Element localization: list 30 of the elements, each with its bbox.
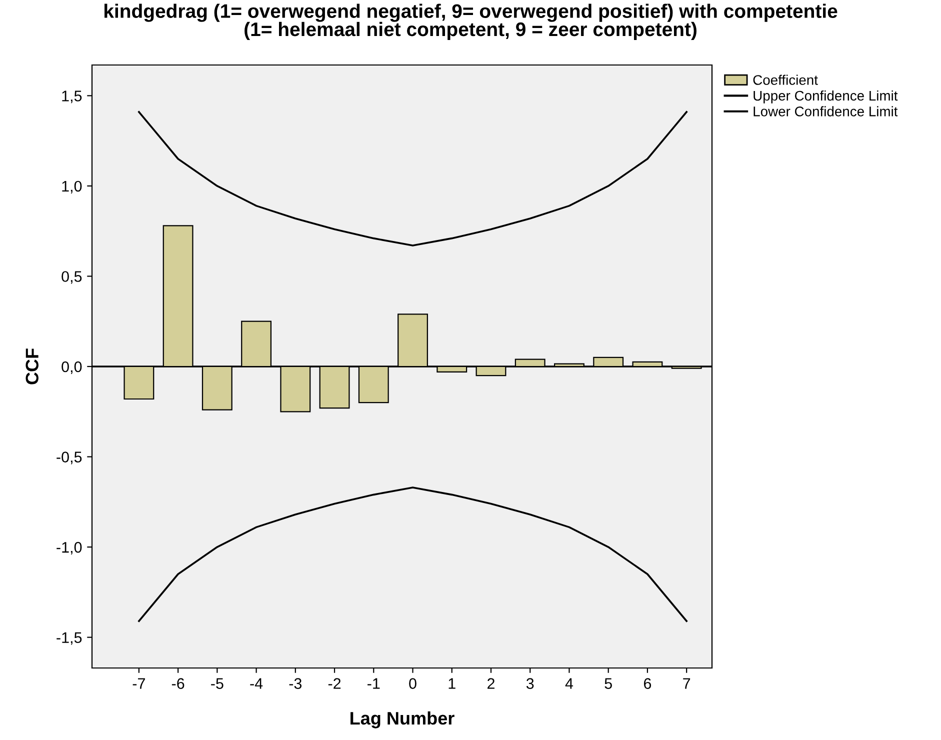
x-tick-label: -3 <box>289 678 302 689</box>
x-tick-label: 2 <box>488 678 494 689</box>
y-tick-label: 0,5 <box>62 271 82 284</box>
line-series <box>138 486 688 622</box>
x-tick-label: 4 <box>565 678 574 689</box>
legend-label: Upper Confidence Limit <box>754 90 898 104</box>
y-tick-label: 1,0 <box>62 180 82 194</box>
x-tick-label: 5 <box>604 678 612 689</box>
x-tick-label: 1 <box>448 678 456 689</box>
chart-title: kindgedrag (1= overwegend negatief, 9= overwegend positief) with competentie (1= helemaal niet competent, 9 = zeer competent) <box>104 4 838 40</box>
y-tick-label: -1,0 <box>56 542 82 555</box>
legend-label: Coefficient <box>753 74 818 85</box>
y-tick-label: -1,5 <box>56 632 82 645</box>
x-tick-label: -1 <box>368 678 380 689</box>
x-tick-label: 6 <box>644 678 652 689</box>
x-tick-label: 7 <box>683 678 690 689</box>
x-tick-label: 3 <box>526 678 534 689</box>
y-tick-label: -0,5 <box>56 452 82 464</box>
legend-label: Lower Confidence Limit <box>754 106 898 116</box>
x-axis-title: Lag Number <box>350 711 454 728</box>
y-axis-title: CCF <box>26 348 38 384</box>
y-tick-label: 1,5 <box>62 90 82 104</box>
x-tick-label: 0 <box>409 678 416 689</box>
x-tick-label: -2 <box>328 678 341 689</box>
x-tick-label: -4 <box>250 678 263 689</box>
x-tick-label: -7 <box>132 678 145 689</box>
y-tick-label: 0,0 <box>62 361 82 374</box>
x-tick-label: -6 <box>172 678 184 689</box>
x-tick-label: -5 <box>211 678 224 689</box>
line-series <box>138 111 688 246</box>
